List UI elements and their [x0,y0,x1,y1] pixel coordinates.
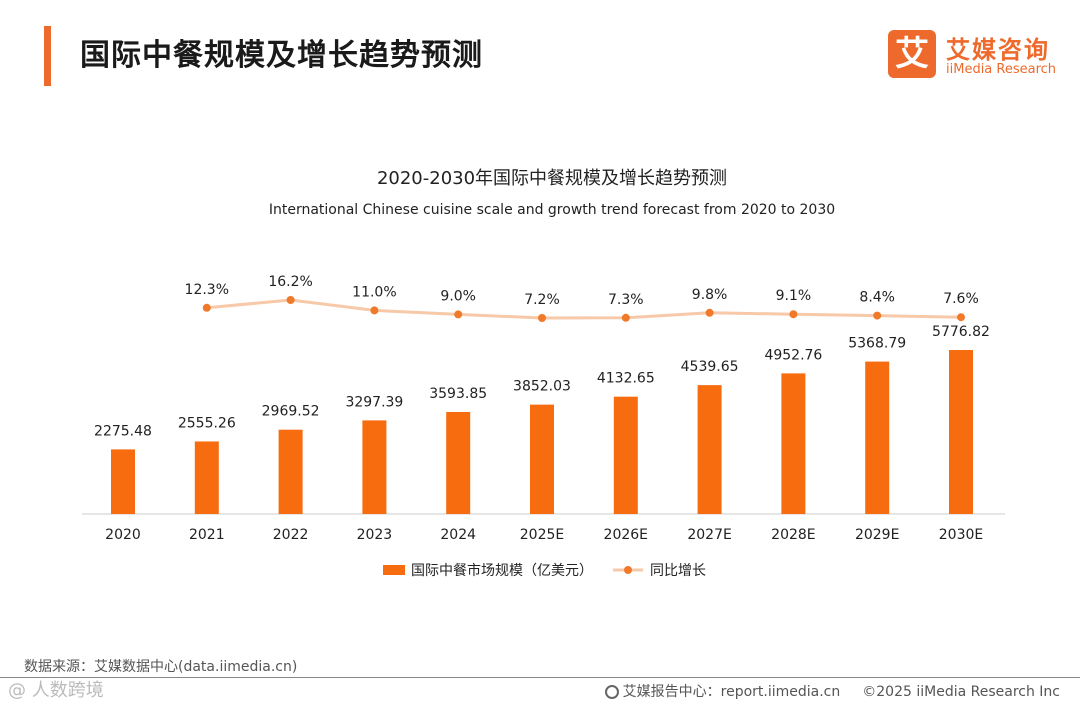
legend-line-marker [624,566,632,574]
legend-line-label: 同比增长 [650,563,706,579]
bar-label-2020: 2275.48 [94,423,152,439]
growth-point-2025E [538,314,546,322]
x-tick-2030E: 2030E [939,527,983,543]
growth-label-2026E: 7.3% [608,292,644,308]
bar-label-2022: 2969.52 [262,404,320,420]
footer-info: 艾媒报告中心：report.iimedia.cn ©2025 iiMedia Re… [604,681,1060,701]
page-title: 国际中餐规模及增长趋势预测 [80,38,483,73]
growth-label-2030E: 7.6% [943,291,979,307]
brand-logo: 艾 艾媒咨询 iiMedia Research [888,30,1058,80]
bar-2026E [613,396,638,514]
growth-label-2022: 16.2% [268,274,312,290]
x-tick-2029E: 2029E [855,527,899,543]
bar-2028E [781,373,806,514]
x-tick-2027E: 2027E [687,527,731,543]
growth-line [206,298,962,320]
x-tick-2028E: 2028E [771,527,815,543]
chart-subtitle: International Chinese cuisine scale and … [269,202,835,218]
title-accent-bar [44,26,51,86]
report-center-link[interactable]: 艾媒报告中心：report.iimedia.cn [622,684,841,700]
growth-point-2029E [873,311,882,320]
bar-label-2028E: 4952.76 [764,347,822,363]
x-tick-2024: 2024 [440,527,476,543]
growth-point-2023 [370,306,379,315]
legend-bar-swatch [383,565,405,575]
x-tick-2022: 2022 [273,527,309,543]
x-tick-2021: 2021 [189,527,225,543]
bar-2029E [865,361,890,514]
growth-label-2021: 12.3% [185,282,229,298]
logo-mark-icon: 艾 [888,30,936,78]
growth-point-2024 [454,310,463,319]
bar-2021 [194,441,219,514]
legend-bar-label: 国际中餐市场规模（亿美元） [411,562,593,579]
watermark-text: @ 人数跨境 [8,680,104,701]
growth-point-2021 [202,303,211,312]
growth-point-2026E [621,313,630,322]
chart-title: 2020-2030年国际中餐规模及增长趋势预测 [377,168,727,189]
bar-label-2025E: 3852.03 [513,379,571,395]
x-tick-2020: 2020 [105,527,141,543]
bar-2030E [949,350,973,514]
growth-label-2024: 9.0% [440,288,476,304]
copyright-text: ©2025 iiMedia Research Inc [862,684,1060,700]
bar-2025E [530,404,554,514]
bar-2027E [697,385,722,514]
bar-label-2024: 3593.85 [429,386,487,402]
growth-label-2025E: 7.2% [524,292,560,308]
growth-label-2028E: 9.1% [776,288,812,304]
globe-icon [604,685,619,699]
combo-chart: 2020-2030年国际中餐规模及增长趋势预测 International Chi… [82,168,1005,579]
bar-2020 [111,449,135,514]
bar-label-2023: 3297.39 [345,394,403,410]
bar-label-2026E: 4132.65 [597,371,655,387]
x-tick-2026E: 2026E [604,527,648,543]
growth-point-2030E [957,313,965,322]
x-tick-2023: 2023 [357,527,393,543]
data-source: 数据来源：艾媒数据中心(data.iimedia.cn) [24,659,298,675]
logo-chinese-name: 艾媒咨询 [946,36,1050,64]
growth-point-2027E [705,308,714,317]
bar-label-2027E: 4539.65 [681,359,739,375]
growth-point-2022 [286,296,295,304]
growth-label-2027E: 9.8% [692,287,728,303]
bar-label-2029E: 5368.79 [848,336,906,352]
logo-english-name: iiMedia Research [946,62,1057,77]
bar-label-2021: 2555.26 [178,415,236,431]
bar-2023 [362,420,387,514]
footer-divider [0,677,1080,678]
growth-point-2028E [789,310,798,319]
x-tick-2025E: 2025E [520,527,564,543]
growth-label-2029E: 8.4% [859,290,895,306]
bar-label-2030E: 5776.82 [932,324,990,340]
growth-label-2023: 11.0% [352,284,396,300]
bar-2022 [278,429,303,514]
bar-2024 [446,411,471,514]
